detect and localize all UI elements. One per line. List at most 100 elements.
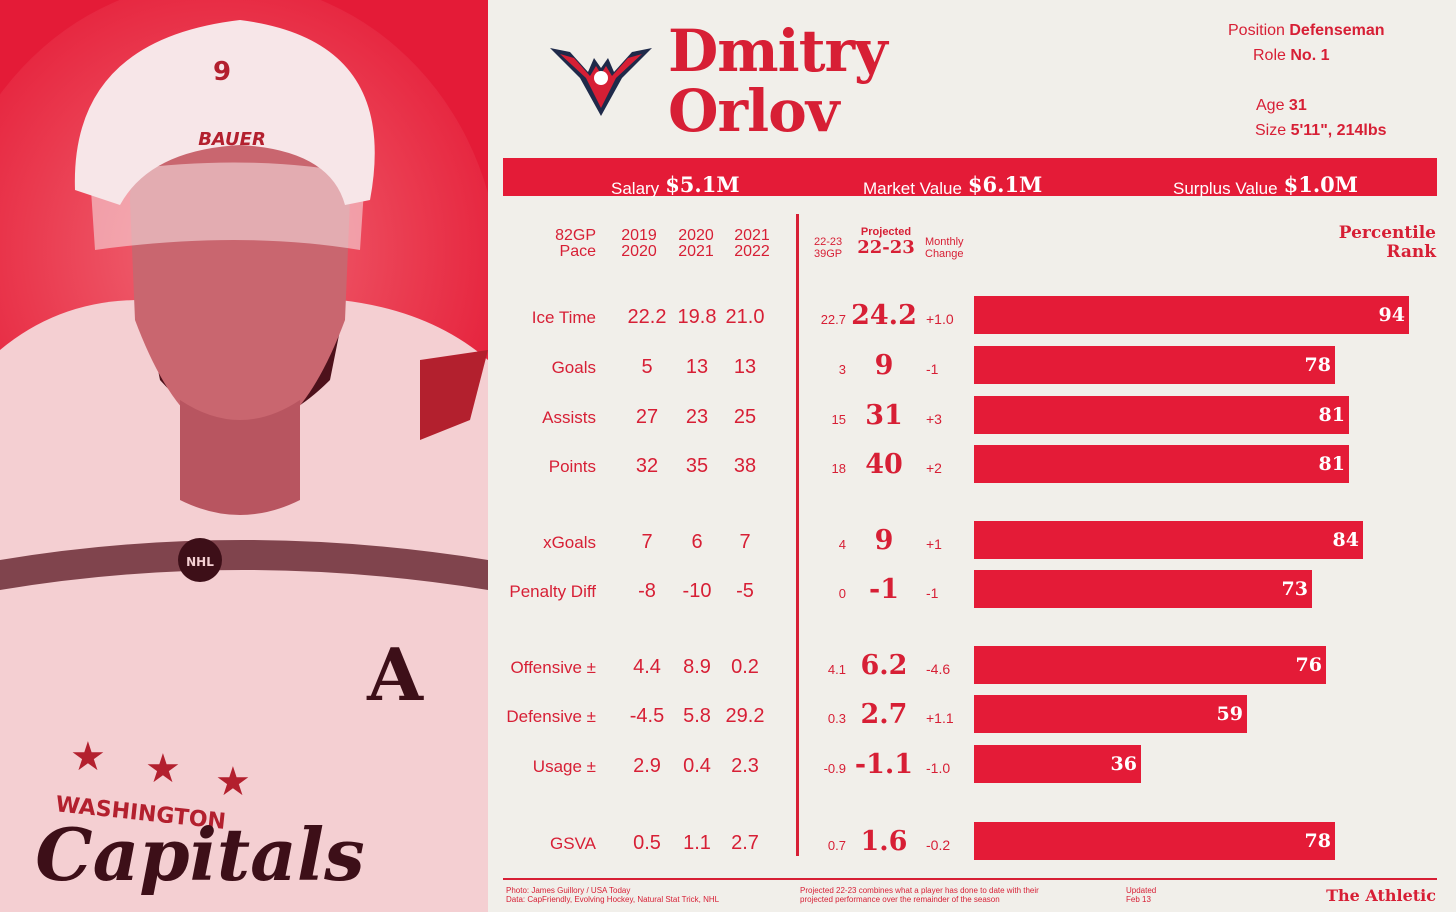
percentile-value: 73	[1281, 578, 1308, 600]
stat-projected: 31	[865, 400, 903, 431]
surplus-value-label: Surplus Value	[1173, 179, 1278, 198]
stat-2021-2022: 0.2	[731, 656, 759, 678]
stat-2020-2021: 6	[691, 531, 703, 553]
header-monthly-line2: Change	[925, 248, 964, 260]
helmet-number-plate	[205, 55, 239, 89]
stat-2020-2021: 19.8	[677, 306, 717, 328]
footer-note-line2: projected performance over the remainder…	[800, 895, 1000, 904]
surplus-value-amount: $1.0M	[1283, 172, 1358, 197]
stat-projected: -1	[869, 574, 899, 605]
stat-label: GSVA	[550, 834, 596, 853]
percentile-bar: 59	[974, 695, 1247, 733]
stat-2020-2021: 5.8	[683, 705, 711, 727]
footer-credits: Photo: James Guillory / USA Today Data: …	[506, 886, 786, 904]
stat-2021-2022: 29.2	[725, 705, 765, 727]
percentile-bar: 78	[974, 346, 1335, 384]
stat-2019-2020: 27	[635, 406, 659, 428]
percentile-value: 81	[1318, 404, 1345, 426]
percentile-value: 94	[1378, 304, 1405, 326]
stat-projected: 9	[874, 350, 894, 381]
percentile-value: 81	[1318, 453, 1345, 475]
header-y3-line1: 2021	[734, 227, 770, 244]
stat-2020-2021: -10	[682, 580, 712, 602]
header-projected: Projected 22-23	[856, 226, 916, 258]
stat-label: Ice Time	[531, 308, 596, 327]
stat-projected: 9	[874, 525, 894, 556]
stat-row: GSVA 0.5 1.1 2.7 0.7 1.6 -0.2 78	[0, 822, 1456, 862]
stat-monthly-change: -0.2	[926, 837, 951, 853]
stat-2020-2021: 8.9	[683, 656, 711, 678]
stat-label: Usage ±	[532, 757, 596, 776]
stat-2021-2022: -5	[736, 580, 754, 602]
stat-label: Assists	[542, 408, 596, 427]
stat-projected: 40	[865, 449, 903, 480]
header-monthly-line1: Monthly	[925, 236, 964, 248]
header-pace-line1: 82GP	[555, 227, 596, 244]
svg-text:Capitals: Capitals	[35, 812, 364, 897]
meta-role-value: No. 1	[1290, 47, 1330, 64]
stat-2019-2020: 5	[641, 356, 653, 378]
stat-row: Points 32 35 38 18 40 +2 81	[0, 445, 1456, 485]
stat-projected: 24.2	[851, 300, 917, 331]
percentile-bar: 84	[974, 521, 1363, 559]
player-illustration: ★ ★ ★	[0, 20, 488, 912]
stat-label: Offensive ±	[510, 658, 596, 677]
stat-current: 15	[831, 412, 846, 427]
market-value-amount: $6.1M	[967, 172, 1043, 197]
percentile-value: 76	[1295, 654, 1322, 676]
footer-updated-date: Feb 13	[1126, 895, 1151, 904]
stat-2019-2020: -8	[638, 580, 656, 602]
stat-monthly-change: -1	[926, 361, 939, 377]
salary-label: Salary	[611, 179, 660, 198]
stat-row: xGoals 7 6 7 4 9 +1 84	[0, 521, 1456, 561]
stat-2020-2021: 23	[685, 406, 709, 428]
stat-2020-2021: 13	[685, 356, 709, 378]
header-2020-2021: 2020 2021	[673, 228, 719, 260]
percentile-value: 78	[1304, 830, 1331, 852]
stat-row: Defensive ± -4.5 5.8 29.2 0.3 2.7 +1.1 59	[0, 695, 1456, 735]
header-y2-line2: 2021	[678, 243, 714, 260]
stat-2021-2022: 25	[733, 406, 757, 428]
header-82gp-pace: 82GP Pace	[540, 228, 596, 260]
stat-2019-2020: 2.9	[633, 755, 661, 777]
stat-2019-2020: 0.5	[633, 832, 661, 854]
percentile-bar: 36	[974, 745, 1141, 783]
brand-wordmark: The Athletic	[1326, 886, 1436, 905]
stat-2020-2021: 1.1	[683, 832, 711, 854]
stat-row: Usage ± 2.9 0.4 2.3 -0.9 -1.1 -1.0 36	[0, 745, 1456, 785]
meta-size-label: Size	[1255, 122, 1287, 139]
svg-text:9: 9	[213, 57, 231, 87]
header-proj-line2: 22-23	[857, 237, 915, 258]
stat-2020-2021: 35	[685, 455, 709, 477]
stat-current: 18	[831, 461, 846, 476]
player-last-name: Orlov	[668, 77, 840, 145]
meta-age-label: Age	[1256, 97, 1285, 114]
stat-2021-2022: 2.3	[731, 755, 759, 777]
stat-monthly-change: -1	[926, 585, 939, 601]
percentile-value: 84	[1332, 529, 1359, 551]
stat-2019-2020: 4.4	[633, 656, 661, 678]
svg-text:★: ★	[70, 735, 106, 779]
stat-2021-2022: 2.7	[731, 832, 759, 854]
header-current-season: 22-23 39GP	[814, 236, 848, 260]
stat-current: 4	[838, 537, 846, 552]
player-photo: ★ ★ ★ 9 BAUER A WASHINGTON Capitals NHL	[0, 0, 488, 912]
meta-role-label: Role	[1253, 47, 1286, 64]
stat-monthly-change: +1.1	[926, 710, 954, 726]
header-percentile-rank: Percentile Rank	[1339, 224, 1436, 262]
market-value: Market Value $6.1M	[863, 158, 1043, 198]
header-y1-line1: 2019	[621, 227, 657, 244]
stat-row: Assists 27 23 25 15 31 +3 81	[0, 396, 1456, 436]
header-pct-line2: Rank	[1386, 242, 1436, 262]
header-y2-line1: 2020	[678, 227, 714, 244]
meta-position: Position Defenseman	[1228, 22, 1385, 40]
footer-photo-credit: Photo: James Guillory / USA Today	[506, 886, 631, 895]
percentile-bar: 76	[974, 646, 1326, 684]
stat-current: 22.7	[820, 312, 846, 327]
stat-row: Penalty Diff -8 -10 -5 0 -1 -1 73	[0, 570, 1456, 610]
stat-row: Offensive ± 4.4 8.9 0.2 4.1 6.2 -4.6 76	[0, 646, 1456, 686]
header-y1-line2: 2020	[621, 243, 657, 260]
percentile-bar: 73	[974, 570, 1312, 608]
stat-2019-2020: 7	[641, 531, 653, 553]
stat-2020-2021: 0.4	[683, 755, 711, 777]
